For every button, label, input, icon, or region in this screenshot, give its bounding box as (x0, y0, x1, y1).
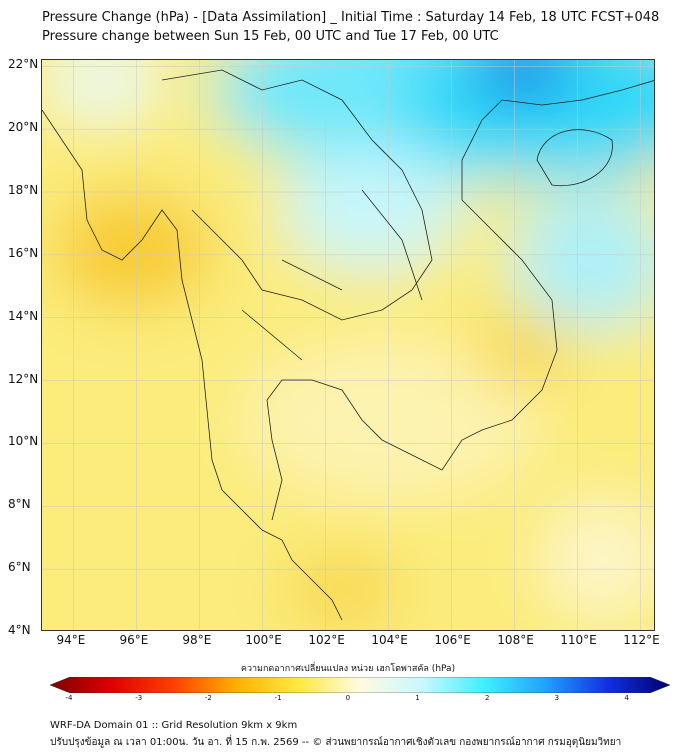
lat-label: 20°N (8, 120, 39, 135)
colorbar-bar (50, 677, 671, 693)
lat-label: 14°N (8, 308, 39, 323)
footer-line-1: WRF-DA Domain 01 :: Grid Resolution 9km … (50, 720, 298, 731)
lon-label: 110°E (560, 633, 597, 647)
footer-line-2: ปรับปรุงข้อมูล ณ เวลา 01:00น. วัน อา. ที… (50, 737, 622, 748)
colorbar-tick: -1 (274, 694, 282, 702)
colorbar-label: ความกดอากาศเปลี่ยนแปลง หน่วย เฮกโตพาสคัล… (240, 664, 456, 674)
lon-label: 100°E (245, 633, 282, 647)
title-line-1: Pressure Change (hPa) - [Data Assimilati… (42, 10, 660, 25)
colorbar-tick: -2 (204, 694, 212, 702)
lon-label: 102°E (308, 633, 345, 647)
lon-label: 108°E (497, 633, 534, 647)
colorbar-tick: 4 (624, 694, 629, 702)
lat-label: 6°N (8, 560, 31, 575)
graticule (42, 60, 654, 630)
title-line-2: Pressure change between Sun 15 Feb, 00 U… (42, 29, 499, 44)
colorbar-tick: -3 (135, 694, 143, 702)
pressure-change-map (41, 59, 655, 631)
colorbar-tick: 2 (484, 694, 490, 702)
colorbar-tick: 1 (415, 694, 420, 702)
map-svg (42, 60, 654, 630)
colorbar-tick: -4 (65, 694, 73, 702)
lon-label: 112°E (623, 633, 660, 647)
colorbar-tick: 0 (345, 694, 351, 702)
field-shading (42, 60, 654, 630)
lon-label: 106°E (434, 633, 471, 647)
lon-label: 96°E (119, 633, 149, 647)
lat-label: 4°N (8, 623, 31, 637)
colorbar-tick: 3 (554, 694, 560, 702)
lat-label: 8°N (8, 497, 31, 512)
lon-label: 104°E (371, 633, 408, 647)
lat-label: 18°N (8, 183, 39, 197)
lat-label: 16°N (8, 245, 39, 260)
lat-label: 10°N (8, 434, 39, 449)
coastlines (42, 69, 654, 621)
lon-label: 94°E (56, 633, 86, 647)
lat-label: 12°N (8, 371, 39, 386)
lat-label: 22°N (8, 57, 39, 72)
lon-label: 98°E (182, 633, 212, 647)
colorbar (50, 677, 671, 693)
